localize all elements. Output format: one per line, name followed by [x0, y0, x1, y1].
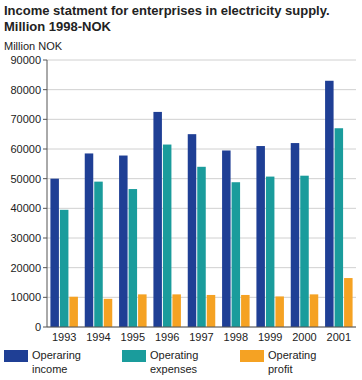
y-tick	[43, 238, 47, 239]
legend-line: income	[32, 363, 67, 375]
bar	[300, 176, 309, 327]
bar	[197, 167, 206, 327]
bar	[172, 294, 181, 327]
bar	[69, 297, 78, 327]
bar	[50, 179, 59, 327]
legend-line: profit	[268, 363, 292, 375]
y-tick	[43, 327, 47, 328]
x-tick-label: 1993	[52, 331, 76, 343]
bar	[138, 294, 147, 327]
bar	[222, 150, 231, 327]
y-tick-label: 90000	[10, 54, 41, 66]
x-axis	[47, 327, 356, 328]
x-tick-label: 1999	[258, 331, 282, 343]
bar	[310, 294, 319, 327]
title: Income statment for enterprises in elect…	[4, 3, 330, 18]
y-tick-label: 60000	[10, 143, 41, 155]
y-tick-label: 40000	[10, 202, 41, 214]
bar	[129, 189, 138, 327]
y-tick	[43, 267, 47, 268]
y-tick	[43, 178, 47, 179]
y-tick	[43, 208, 47, 209]
y-tick-label: 80000	[10, 84, 41, 96]
bar	[266, 177, 275, 327]
bar	[85, 153, 94, 327]
legend-line: expenses	[150, 363, 198, 375]
y-tick	[43, 297, 47, 298]
bar	[241, 295, 250, 327]
y-tick	[43, 60, 47, 61]
bar	[291, 143, 300, 327]
bar	[188, 134, 197, 327]
bar	[325, 81, 334, 327]
legend-label: Operating profit	[268, 349, 316, 375]
legend-line: Operating	[268, 349, 316, 361]
x-tick-label: 1995	[121, 331, 145, 343]
y-tick	[43, 89, 47, 90]
bar	[256, 146, 265, 327]
bar	[232, 182, 241, 327]
x-tick-label: 2001	[327, 331, 351, 343]
bar	[275, 296, 284, 327]
bar	[163, 145, 172, 327]
y-tick	[43, 119, 47, 120]
x-tick-label: 1996	[155, 331, 179, 343]
grid-line	[47, 89, 356, 90]
bar	[94, 182, 103, 327]
bar	[104, 299, 113, 327]
bars	[50, 81, 352, 327]
legend-swatch	[240, 350, 264, 362]
legend-line: Operating	[150, 349, 198, 361]
bar	[153, 112, 162, 327]
legend-line: Operaring	[32, 349, 81, 361]
y-axis	[47, 60, 48, 327]
grid-line	[47, 119, 356, 120]
x-tick-label: 1997	[189, 331, 213, 343]
y-tick	[43, 149, 47, 150]
legend-swatch	[122, 350, 146, 362]
bar	[207, 295, 216, 327]
y-tick-label: 10000	[10, 291, 41, 303]
x-tick-label: 1994	[86, 331, 110, 343]
subtitle: Million 1998-NOK	[4, 19, 112, 34]
y-tick-label: 20000	[10, 262, 41, 274]
y-axis-label: Million NOK	[4, 40, 63, 52]
x-tick-label: 1998	[224, 331, 248, 343]
legend-swatch	[4, 350, 28, 362]
bar	[60, 210, 69, 327]
legend-label: Operaring income	[32, 349, 81, 375]
grid-line	[47, 60, 356, 61]
bar	[119, 156, 128, 327]
x-tick-label: 2000	[292, 331, 316, 343]
y-tick-label: 30000	[10, 232, 41, 244]
grid-line	[47, 149, 356, 150]
bar	[335, 128, 344, 327]
bar	[344, 278, 353, 327]
y-tick-label: 70000	[10, 113, 41, 125]
y-tick-label: 0	[35, 321, 41, 333]
chart: Income statment for enterprises in elect…	[0, 0, 362, 380]
y-tick-label: 50000	[10, 173, 41, 185]
grid-line	[47, 327, 356, 328]
legend-label: Operating expenses	[150, 349, 198, 375]
